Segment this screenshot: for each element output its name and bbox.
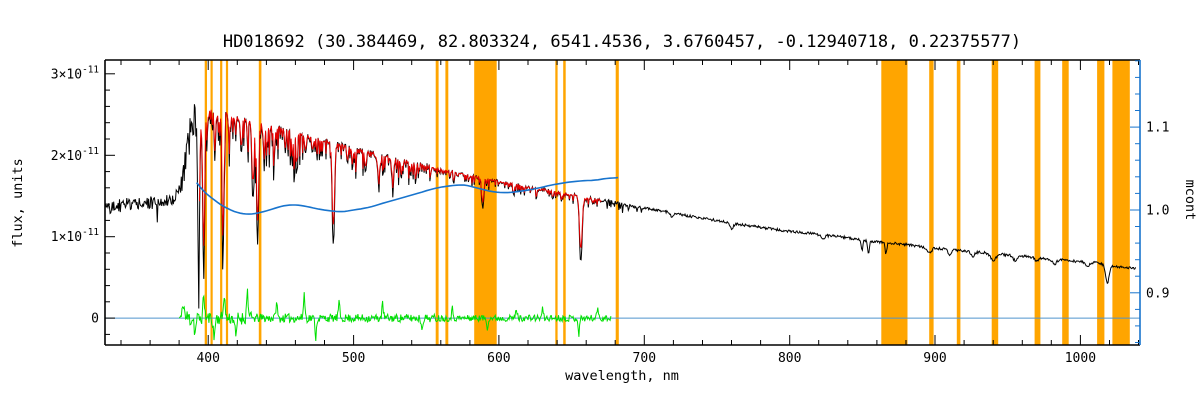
curves-layer [104, 104, 1140, 342]
x-tick-label: 800 [778, 351, 801, 366]
masked-band [210, 60, 213, 345]
x-tick-label: 700 [633, 351, 656, 366]
y-right-tick-label: 1.1 [1146, 121, 1169, 136]
masked-band [881, 60, 908, 345]
masked-band [1034, 60, 1041, 345]
masked-band [929, 60, 934, 345]
y-left-tick-label: 0 [91, 312, 99, 327]
y-axis-right-label: mcont [1182, 180, 1198, 221]
masked-band [258, 60, 262, 345]
masked-band [474, 60, 497, 345]
x-tick-label: 1000 [1065, 351, 1096, 366]
spectrum-line [104, 104, 1137, 309]
x-tick-label: 500 [342, 351, 365, 366]
masked-band [563, 60, 566, 345]
masked-band [1062, 60, 1069, 345]
axes-layer [104, 59, 1141, 346]
y-left-tick-label: 2×10-11 [51, 146, 100, 164]
masked-band [225, 60, 229, 345]
masked-band [220, 60, 223, 345]
chart-title: HD018692 (30.384469, 82.803324, 6541.453… [223, 32, 1021, 52]
masked-band [1112, 60, 1130, 345]
y-left-tick-label: 1×10-11 [51, 227, 100, 245]
y-right-tick-label: 0.9 [1146, 286, 1169, 301]
masked-band [555, 60, 558, 345]
y-left-tick-label: 3×10-11 [51, 64, 100, 82]
masked-band [1097, 60, 1105, 345]
mcont-line [195, 176, 619, 215]
masked-band [991, 60, 999, 345]
y-axis-left-label: flux, units [10, 158, 26, 247]
masked-band [956, 60, 961, 345]
masked-band [204, 60, 207, 345]
x-tick-label: 600 [487, 351, 510, 366]
masked-band [435, 60, 439, 345]
x-tick-label: 400 [196, 351, 219, 366]
x-axis-label: wavelength, nm [565, 368, 679, 384]
residual-line [178, 288, 612, 342]
masked-bands-layer [204, 60, 1130, 345]
x-tick-label: 900 [923, 351, 946, 366]
y-right-tick-label: 1.0 [1146, 204, 1169, 219]
masked-band [445, 60, 449, 345]
